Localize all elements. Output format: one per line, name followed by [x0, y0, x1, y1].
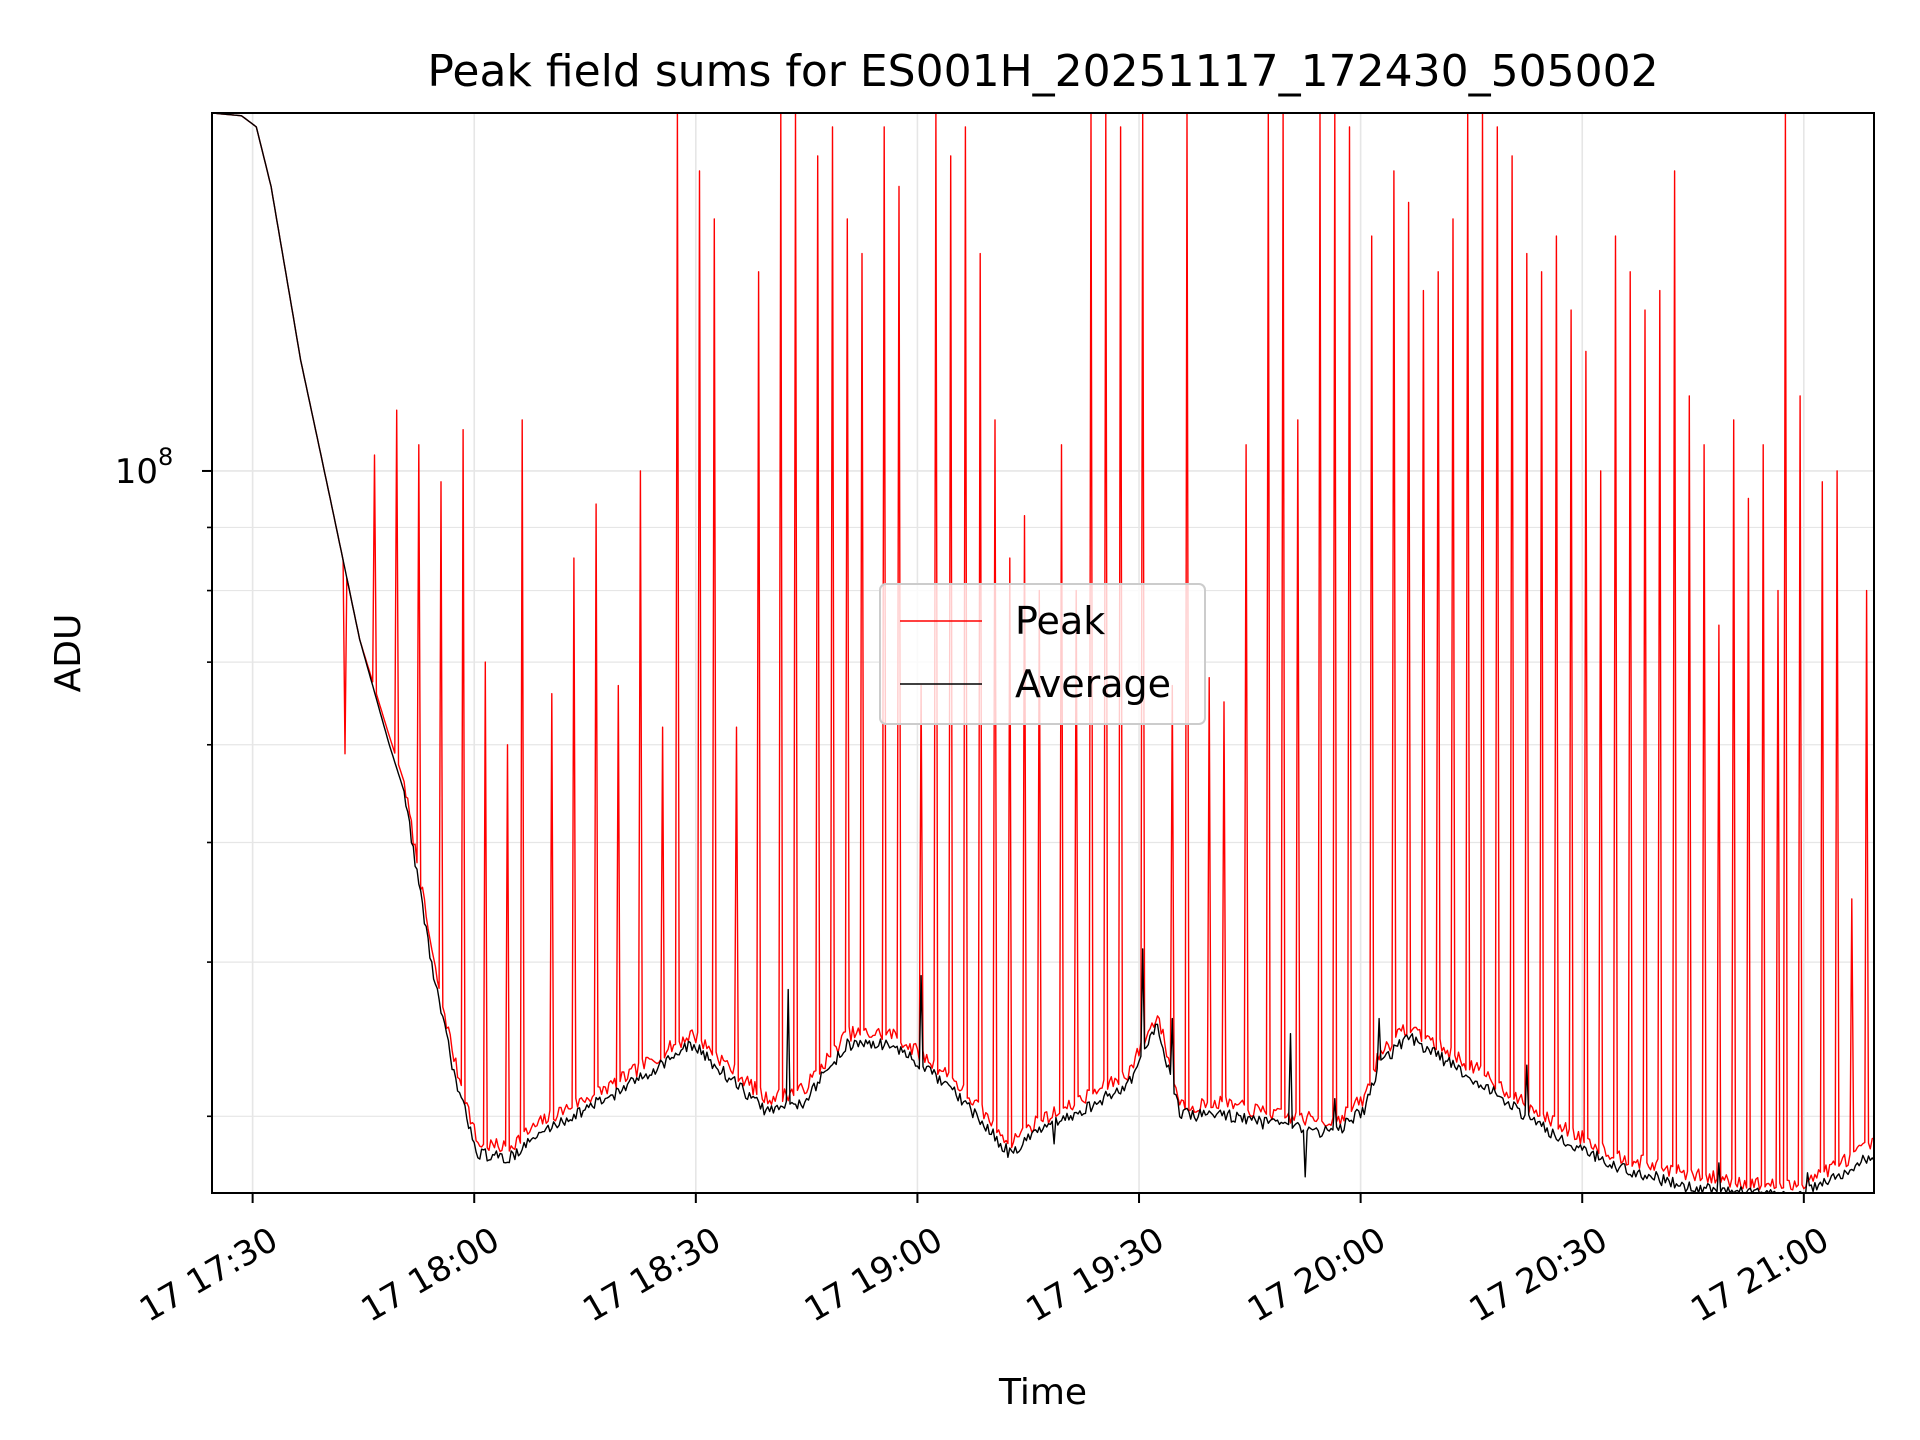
legend-box — [879, 583, 1206, 725]
series-line-peak — [211, 112, 1875, 1191]
legend: Peak Average — [879, 583, 1206, 725]
y-tick-base: 10 — [115, 452, 158, 492]
x-axis-label: Time — [998, 1372, 1087, 1413]
chart-title: Peak field sums for ES001H_20251117_1724… — [427, 46, 1658, 97]
y-tick-exponent: 8 — [158, 443, 173, 471]
plot-frame — [211, 112, 1875, 1194]
series-layer — [211, 112, 1875, 1194]
y-axis-label: ADU — [48, 614, 89, 693]
legend-average-label: Average — [1015, 662, 1171, 706]
legend-peak-label: Peak — [1015, 599, 1105, 643]
series-line-average — [211, 112, 1875, 1194]
y-tick-label: 108 — [115, 443, 174, 492]
